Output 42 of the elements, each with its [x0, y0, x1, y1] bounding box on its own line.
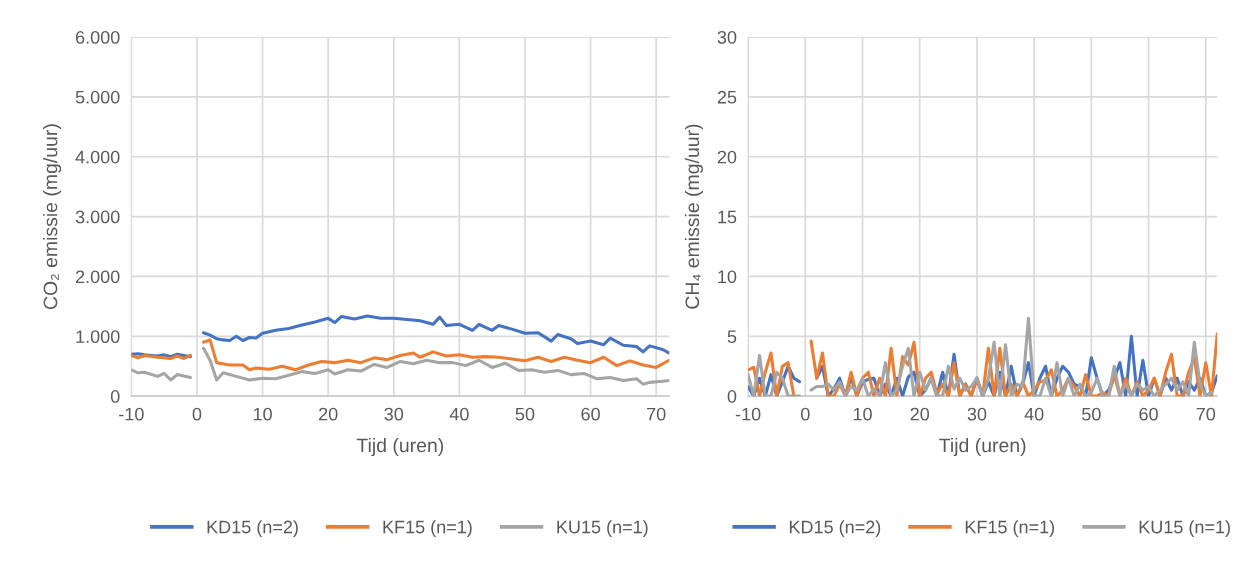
- x-tick-label: 40: [449, 407, 469, 421]
- y-axis-title: CO₂ emissie (mg/uur): [43, 124, 62, 310]
- legend-label: KD15 (n=2): [207, 520, 298, 537]
- y-tick-label: 5: [727, 330, 737, 344]
- x-tick-label: 50: [515, 407, 535, 421]
- y-tick-label: 0: [110, 390, 120, 403]
- x-tick-label: 20: [910, 407, 930, 421]
- x-tick-label: 20: [319, 407, 338, 421]
- legend-label: KD15 (n=2): [789, 520, 881, 537]
- x-axis-title: Tijd (uren): [939, 437, 1026, 457]
- legend-label: KF15 (n=1): [383, 520, 472, 537]
- x-tick-label: 60: [1139, 407, 1158, 421]
- x-tick-label: 70: [1196, 407, 1216, 421]
- x-tick-label: 30: [384, 407, 404, 421]
- y-tick-label: 2.000: [75, 270, 120, 284]
- x-tick-label: -10: [119, 407, 144, 421]
- y-tick-label: 15: [718, 210, 737, 224]
- y-tick-label: 0: [727, 390, 737, 403]
- x-tick-label: 60: [581, 407, 600, 421]
- y-tick-label: 25: [717, 90, 737, 104]
- x-tick-label: 70: [647, 407, 666, 421]
- x-tick-label: 10: [853, 407, 872, 421]
- y-tick-label: 20: [717, 150, 737, 164]
- y-tick-label: 30: [717, 30, 737, 44]
- x-tick-label: -10: [735, 407, 761, 421]
- y-tick-label: 6.000: [75, 30, 120, 44]
- y-tick-label: 1.000: [76, 330, 120, 344]
- x-axis-title: Tijd (uren): [356, 437, 444, 457]
- y-tick-label: 10: [718, 270, 737, 284]
- legend-label: KU15 (n=1): [1139, 520, 1230, 537]
- y-tick-label: 3.000: [75, 210, 120, 224]
- x-tick-label: 0: [800, 407, 810, 421]
- x-tick-label: 50: [1082, 407, 1101, 421]
- x-tick-label: 0: [192, 407, 202, 421]
- y-tick-label: 4.000: [75, 150, 120, 164]
- x-tick-label: 10: [253, 407, 272, 421]
- legend-label: KF15 (n=1): [965, 520, 1055, 537]
- y-axis-title: CH₄ emissie (mg/uur): [684, 124, 704, 309]
- y-tick-label: 5.000: [75, 90, 120, 104]
- x-tick-label: 40: [1024, 407, 1044, 421]
- legend-label: KU15 (n=1): [557, 520, 648, 537]
- x-tick-label: 30: [967, 407, 987, 421]
